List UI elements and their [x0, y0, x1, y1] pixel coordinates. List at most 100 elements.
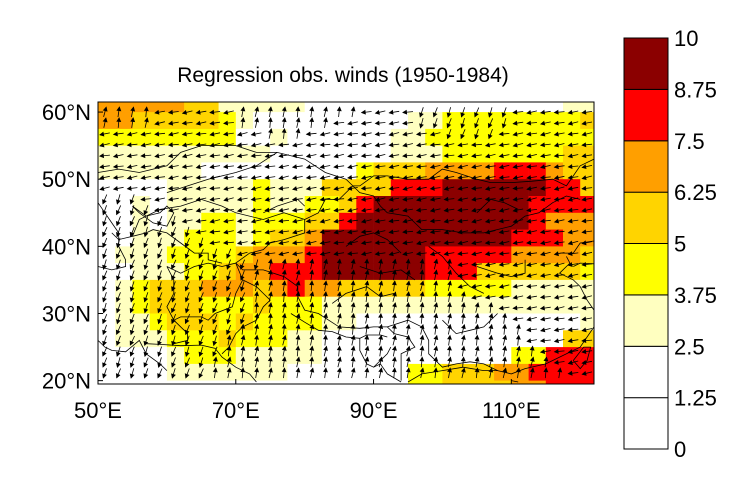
wind-vector-head [415, 207, 421, 213]
wind-vector-head [295, 334, 301, 340]
wind-vector-head [443, 196, 449, 202]
wind-vector-head [512, 316, 518, 322]
wind-vector-head [116, 117, 122, 123]
wind-vector-head [567, 207, 573, 213]
wind-vector-head [360, 131, 367, 137]
wind-vector-head [212, 264, 218, 271]
wind-vector-head [347, 164, 353, 170]
wind-vector-head [429, 164, 436, 170]
wind-vector-head [347, 120, 353, 126]
wind-vector-head [115, 243, 121, 249]
wind-vector-head [553, 294, 560, 300]
heat-cell [408, 246, 426, 264]
wind-vector-head [99, 131, 105, 137]
wind-vector-head [567, 370, 573, 376]
heat-cell [184, 102, 202, 113]
wind-vector-head [374, 175, 380, 180]
wind-vector-head [402, 240, 408, 246]
wind-vector-head [309, 106, 315, 112]
wind-vector-head [501, 112, 507, 118]
wind-vector-head [254, 367, 260, 373]
heat-cell [235, 380, 254, 385]
wind-vector-head [347, 153, 353, 159]
wind-vector-head [295, 269, 301, 275]
wind-vector-head [567, 196, 573, 202]
wind-vector-head [333, 218, 339, 224]
wind-vector-head [195, 153, 201, 159]
wind-vector-head [143, 232, 149, 238]
heat-cell [373, 102, 392, 113]
heat-cell [287, 263, 305, 281]
wind-vector-head [143, 210, 149, 216]
wind-vector-head [236, 196, 243, 202]
wind-vector-head [336, 367, 342, 373]
heat-cell [476, 246, 495, 264]
heat-cell [98, 279, 116, 298]
coastline [476, 198, 519, 214]
heat-cell [287, 196, 305, 214]
wind-vector-head [254, 345, 260, 351]
wind-vector-head [250, 251, 256, 257]
wind-vector-head [488, 356, 494, 362]
wind-vector-head [250, 164, 256, 170]
heat-cell [442, 112, 460, 130]
coastline [558, 256, 595, 311]
wind-vector-head [378, 302, 383, 308]
wind-vector-head [157, 340, 162, 346]
wind-vector-head [433, 345, 439, 351]
wind-vector-head [281, 106, 287, 112]
wind-vector-head [581, 262, 587, 267]
wind-vector-head [457, 153, 463, 159]
wind-vector-head [226, 345, 232, 351]
wind-vector-head [457, 164, 463, 170]
wind-vector-head [446, 122, 452, 129]
wind-vector-head [540, 120, 546, 126]
wind-vector-head [333, 175, 339, 180]
wind-vector-head [512, 185, 518, 191]
wind-vector-head [226, 367, 232, 373]
wind-vector-head [226, 319, 231, 325]
heat-cell [115, 263, 133, 281]
wind-vector-head [388, 131, 394, 137]
wind-vector-head [236, 218, 242, 224]
wind-vector-head [212, 356, 218, 362]
heat-cell [270, 102, 288, 113]
wind-vector-head [240, 334, 246, 341]
wind-vector-head [350, 345, 356, 351]
wind-vector-head [360, 153, 366, 159]
wind-vector-head [539, 349, 546, 354]
wind-vector-head [347, 185, 353, 191]
wind-vector-head [112, 185, 118, 191]
wind-vector-head [364, 367, 370, 373]
wind-vector-head [209, 164, 215, 170]
heat-cell [528, 145, 547, 163]
wind-vector-head [281, 312, 287, 319]
heat-cell [459, 145, 478, 163]
wind-vector-head [143, 253, 149, 260]
wind-vector-head [526, 294, 532, 300]
coastline [442, 313, 498, 335]
wind-vector-head [553, 305, 560, 311]
wind-vector-head [471, 153, 477, 159]
coastline [559, 240, 595, 254]
wind-vector-head [543, 367, 549, 373]
heat-cell [132, 363, 150, 382]
wind-vector-head [429, 240, 435, 246]
heat-cell [184, 380, 202, 385]
wind-vector-head [171, 351, 176, 357]
wind-vector-head [553, 316, 559, 322]
heat-cell [321, 380, 340, 385]
wind-vector-head [198, 253, 204, 259]
wind-vector-head [526, 229, 532, 235]
wind-vector-head [267, 345, 273, 351]
heat-cell [545, 363, 564, 382]
wind-vector-head [581, 164, 587, 170]
wind-vector-head [226, 264, 231, 270]
heat-cell [356, 363, 374, 382]
wind-vector-head [291, 153, 297, 159]
wind-vector-head [167, 142, 173, 148]
heat-cell [425, 162, 443, 180]
heat-cell [563, 347, 581, 365]
wind-vector-head [295, 302, 301, 308]
wind-vector-head [264, 218, 270, 224]
